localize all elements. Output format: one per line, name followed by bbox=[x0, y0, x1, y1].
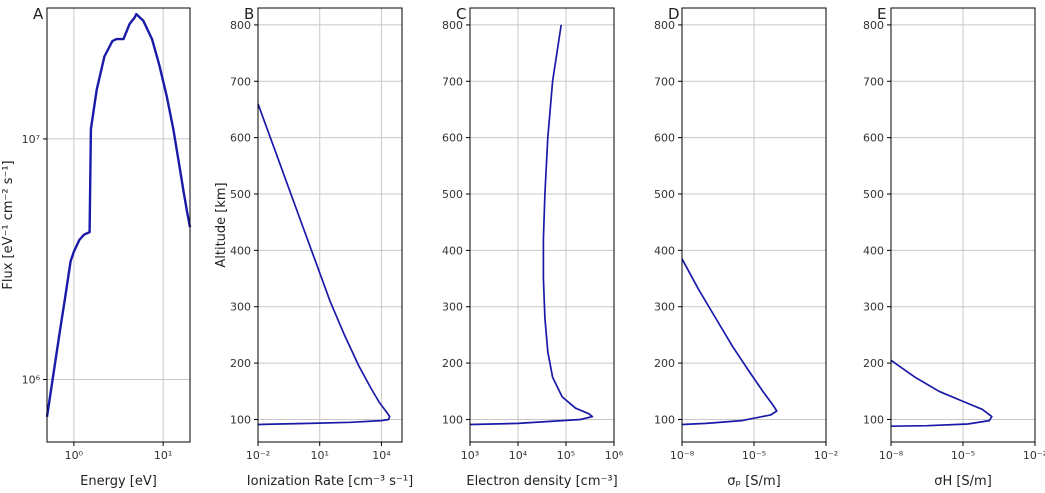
x-tick-label: 10⁻⁵ bbox=[742, 449, 766, 462]
plot-frame bbox=[469, 7, 615, 443]
panel-letter: A bbox=[33, 5, 44, 23]
x-tick-label: 10⁰ bbox=[65, 449, 84, 462]
x-tick-label: 10³ bbox=[461, 449, 479, 462]
panel-e: 10⁻⁸ 10⁻⁵ 10⁻² 100 200 300 400 500 600 700 800EσH … bbox=[863, 5, 1045, 489]
x-tick-label: 10⁶ bbox=[605, 449, 624, 462]
y-axis-title: Flux [eV⁻¹ cm⁻² s⁻¹] bbox=[1, 160, 16, 289]
y-tick-label: 700 bbox=[442, 75, 463, 88]
series-line bbox=[681, 258, 778, 426]
y-tick-label: 100 bbox=[863, 413, 884, 426]
y-tick-label: 200 bbox=[654, 357, 675, 370]
x-tick-label: 10⁻⁵ bbox=[951, 449, 975, 462]
y-tick-label: 200 bbox=[863, 357, 884, 370]
y-tick-label: 500 bbox=[442, 188, 463, 201]
panel-a: 10⁰ 10¹ 10⁶ 10⁷ A Energy [eV] Flux [eV⁻¹ cm⁻² … bbox=[1, 5, 192, 489]
x-axis-title: Energy [eV] bbox=[80, 474, 157, 489]
y-tick-label: 600 bbox=[230, 132, 251, 145]
panel-letter: D bbox=[668, 5, 680, 23]
y-tick-label: 100 bbox=[654, 413, 675, 426]
y-tick-label: 600 bbox=[863, 132, 884, 145]
series-line bbox=[890, 359, 993, 428]
y-tick-label: 400 bbox=[442, 244, 463, 257]
y-tick-label: 800 bbox=[863, 19, 884, 32]
plot-frame bbox=[46, 7, 191, 443]
x-tick-label: 10⁴ bbox=[509, 449, 528, 462]
panel-letter: E bbox=[877, 5, 886, 23]
y-tick-label: 300 bbox=[863, 301, 884, 314]
series-line bbox=[469, 24, 594, 426]
x-axis-title: Electron density [cm⁻³] bbox=[466, 474, 617, 489]
y-tick-label: 10⁷ bbox=[22, 133, 40, 146]
y-tick-label: 400 bbox=[654, 244, 675, 257]
y-tick-label: 100 bbox=[442, 413, 463, 426]
series-line bbox=[45, 12, 192, 417]
y-tick-label: 600 bbox=[654, 132, 675, 145]
x-axis-title: σH [S/m] bbox=[934, 474, 992, 489]
y-tick-label: 300 bbox=[442, 301, 463, 314]
y-tick-label: 400 bbox=[230, 244, 251, 257]
x-tick-label: 10⁻² bbox=[1023, 449, 1045, 462]
x-tick-label: 10¹ bbox=[154, 449, 172, 462]
y-tick-label: 500 bbox=[654, 188, 675, 201]
y-tick-label: 300 bbox=[230, 301, 251, 314]
y-tick-label: 400 bbox=[863, 244, 884, 257]
y-tick-label: 100 bbox=[230, 413, 251, 426]
y-tick-label: 500 bbox=[863, 188, 884, 201]
x-axis-title: Ionization Rate [cm⁻³ s⁻¹] bbox=[247, 474, 413, 489]
y-tick-label: 700 bbox=[654, 75, 675, 88]
x-axis-title: σₚ [S/m] bbox=[727, 474, 780, 489]
panel-d: 10⁻⁸ 10⁻⁵ 10⁻² 100 200 300 400 500 600 700 800Dσₚ … bbox=[654, 5, 838, 489]
y-tick-label: 800 bbox=[442, 19, 463, 32]
y-axis-title: Altitude [km] bbox=[214, 182, 229, 267]
y-tick-label: 700 bbox=[863, 75, 884, 88]
y-tick-label: 500 bbox=[230, 188, 251, 201]
y-tick-label: 200 bbox=[230, 357, 251, 370]
x-tick-label: 10⁴ bbox=[372, 449, 391, 462]
series-line bbox=[257, 103, 391, 426]
y-tick-label: 200 bbox=[442, 357, 463, 370]
x-tick-label: 10⁻² bbox=[814, 449, 838, 462]
panel-letter: C bbox=[456, 5, 466, 23]
x-tick-label: 10⁻⁸ bbox=[879, 449, 904, 462]
panel-letter: B bbox=[244, 5, 254, 23]
y-tick-label: 10⁶ bbox=[22, 374, 41, 387]
plot-frame bbox=[257, 7, 403, 443]
x-tick-label: 10⁻⁸ bbox=[670, 449, 695, 462]
y-tick-label: 800 bbox=[230, 19, 251, 32]
y-tick-label: 600 bbox=[442, 132, 463, 145]
y-tick-label: 700 bbox=[230, 75, 251, 88]
x-tick-label: 10¹ bbox=[311, 449, 329, 462]
y-tick-label: 300 bbox=[654, 301, 675, 314]
x-tick-label: 10⁻² bbox=[246, 449, 270, 462]
x-tick-label: 10⁵ bbox=[557, 449, 575, 462]
y-tick-label: 800 bbox=[654, 19, 675, 32]
